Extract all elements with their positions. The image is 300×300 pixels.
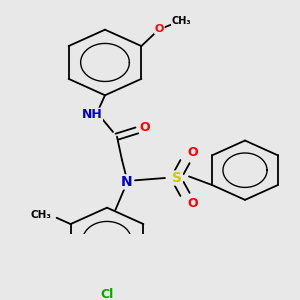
Text: Cl: Cl xyxy=(100,288,114,300)
Text: CH₃: CH₃ xyxy=(30,210,51,220)
Text: O: O xyxy=(188,146,198,159)
Text: O: O xyxy=(140,121,150,134)
Text: O: O xyxy=(155,24,164,34)
Text: N: N xyxy=(121,175,133,189)
Text: O: O xyxy=(188,197,198,210)
Text: S: S xyxy=(172,171,182,185)
Text: NH: NH xyxy=(82,108,102,121)
Text: CH₃: CH₃ xyxy=(172,16,191,26)
